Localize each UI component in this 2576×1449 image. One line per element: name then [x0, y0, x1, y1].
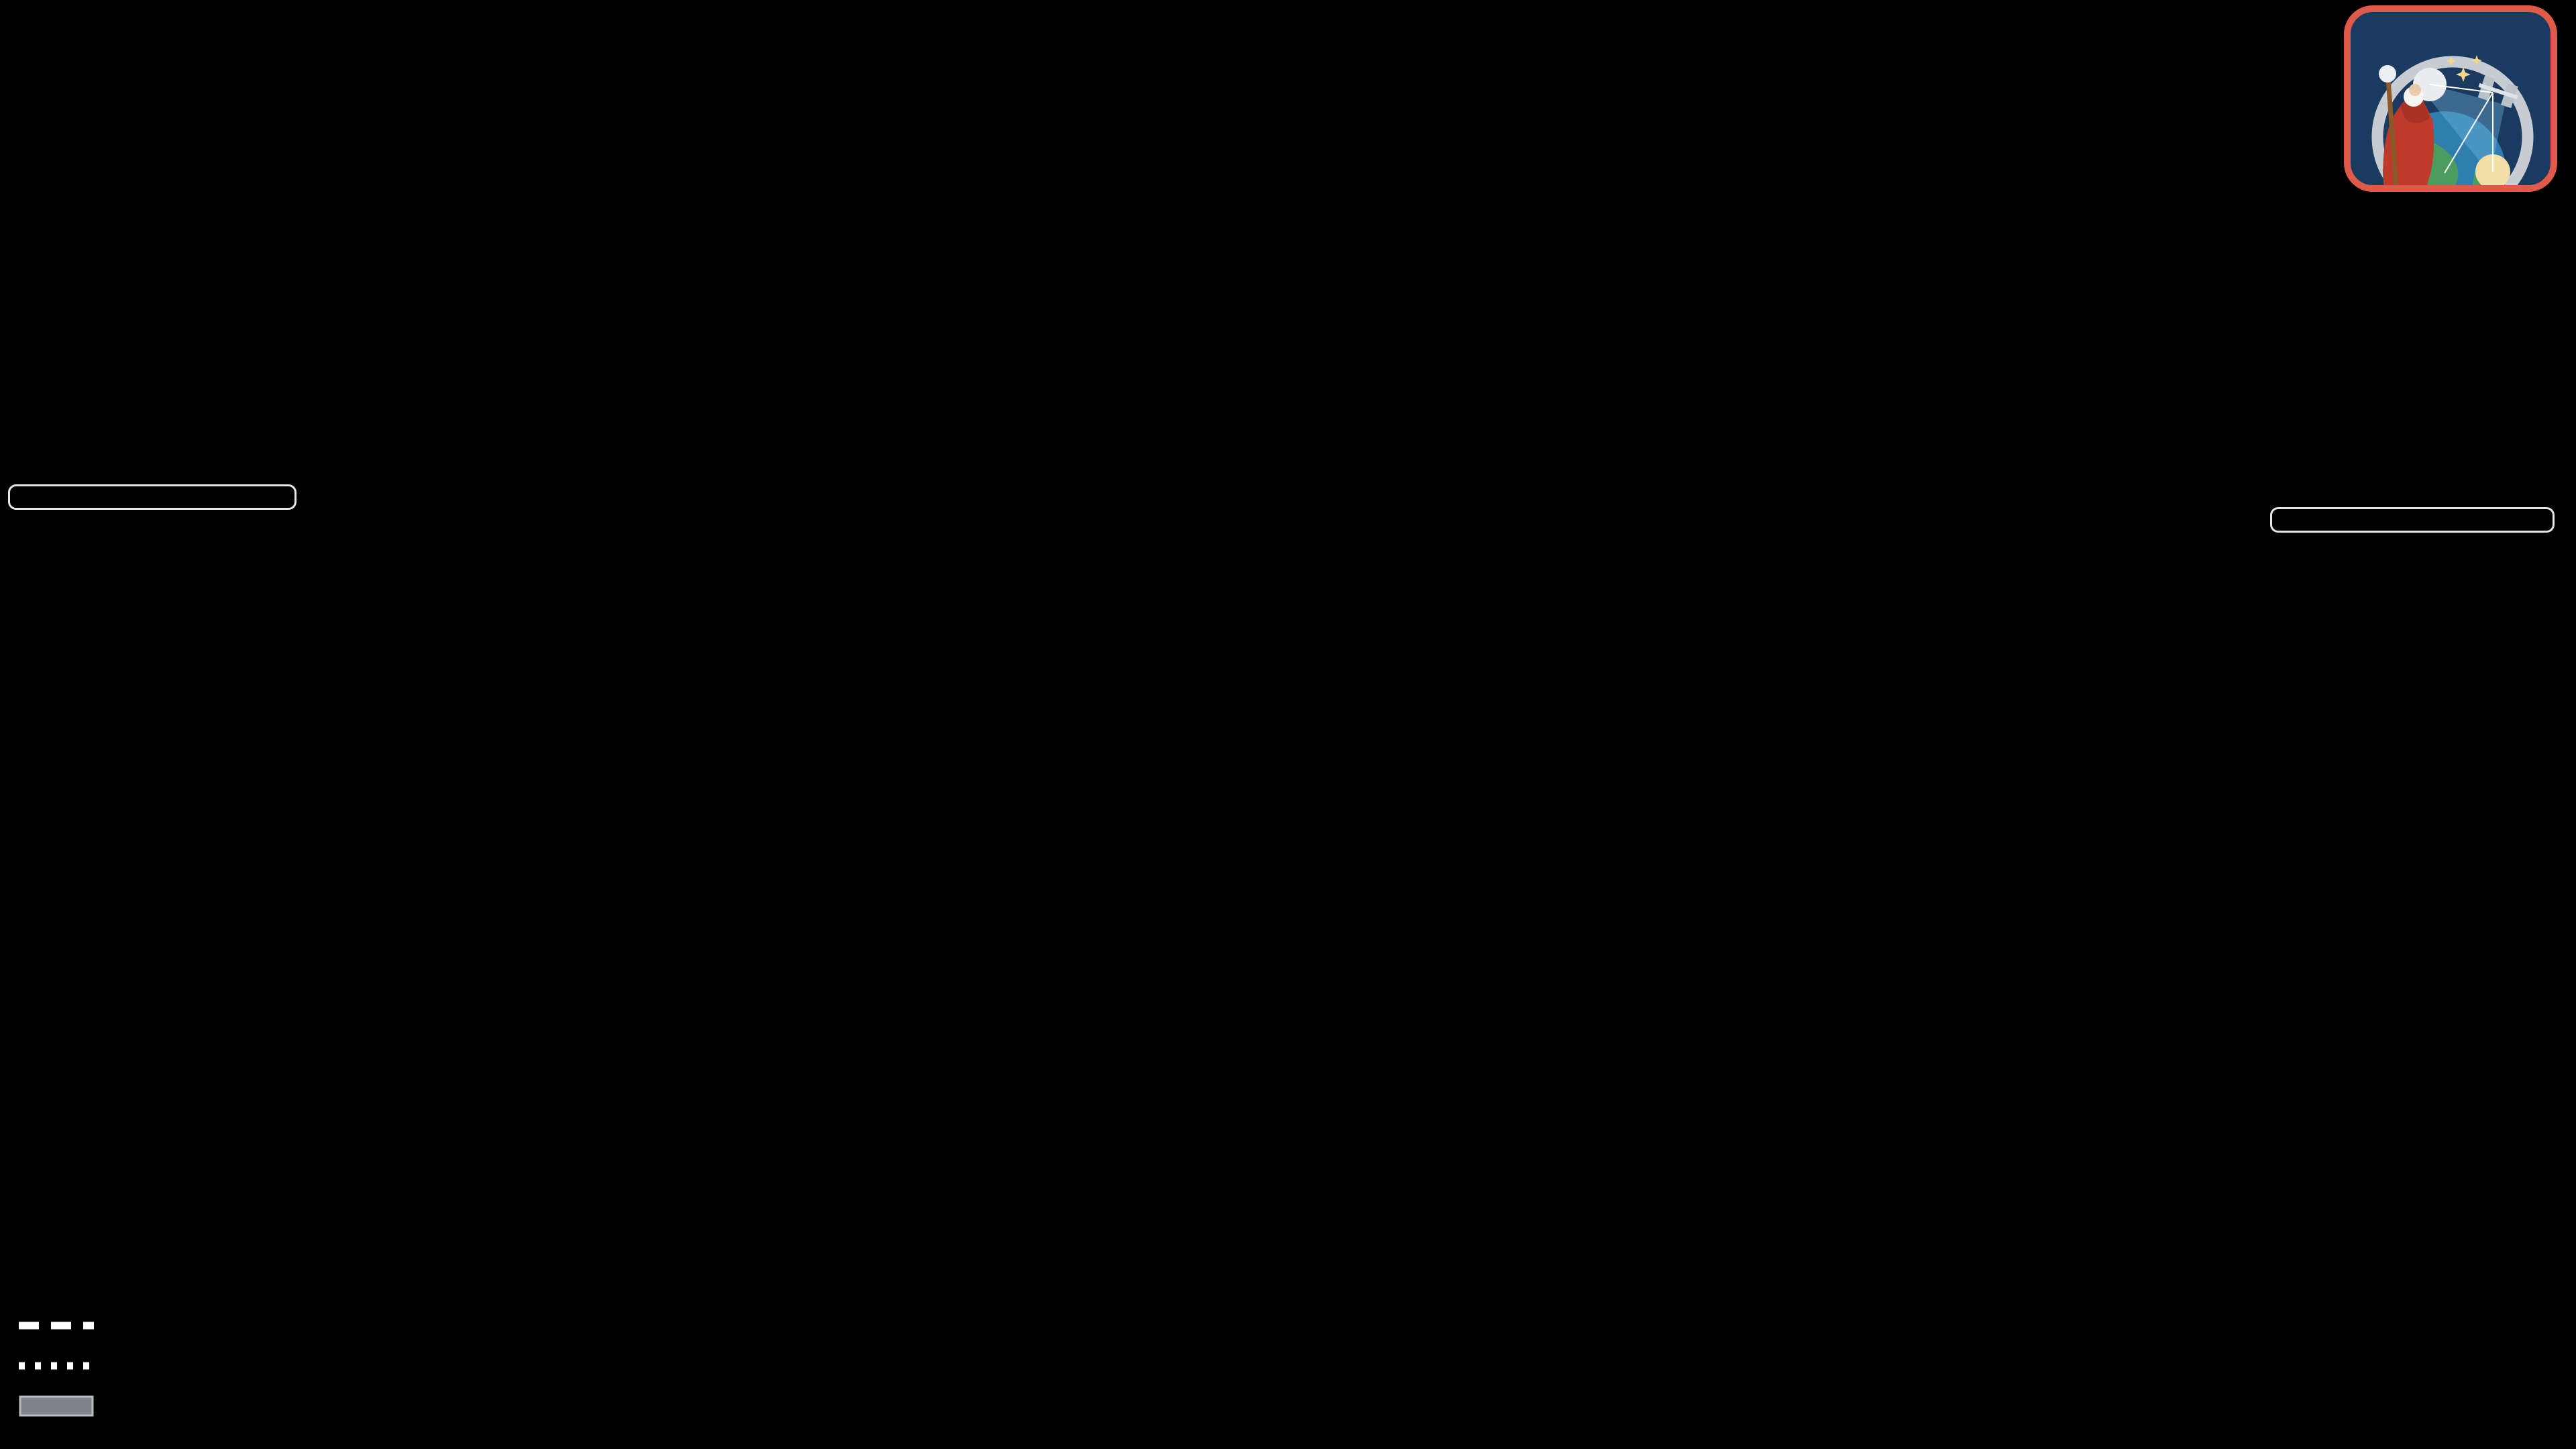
gray-band-icon [19, 1395, 94, 1417]
sight-line [2429, 84, 2493, 93]
sunrise-event-legend [8, 484, 297, 510]
tropopause-legend [19, 1305, 113, 1426]
dotted-line-icon [19, 1362, 94, 1370]
sight-line-3 [2444, 92, 2493, 174]
sunset-event-legend [2270, 507, 2555, 533]
dashed-line-icon [19, 1322, 94, 1330]
legend-item-tropopause-range [19, 1386, 113, 1426]
wizard-icon [2379, 65, 2434, 185]
iss-icon [2477, 75, 2518, 109]
legend-item-median-tropopause [19, 1346, 113, 1386]
legend-item-mean-tropopause [19, 1305, 113, 1346]
star-icons [2447, 55, 2482, 82]
sage-iii-iss-mission-patch [2344, 5, 2557, 192]
sunbeam [2430, 85, 2505, 174]
